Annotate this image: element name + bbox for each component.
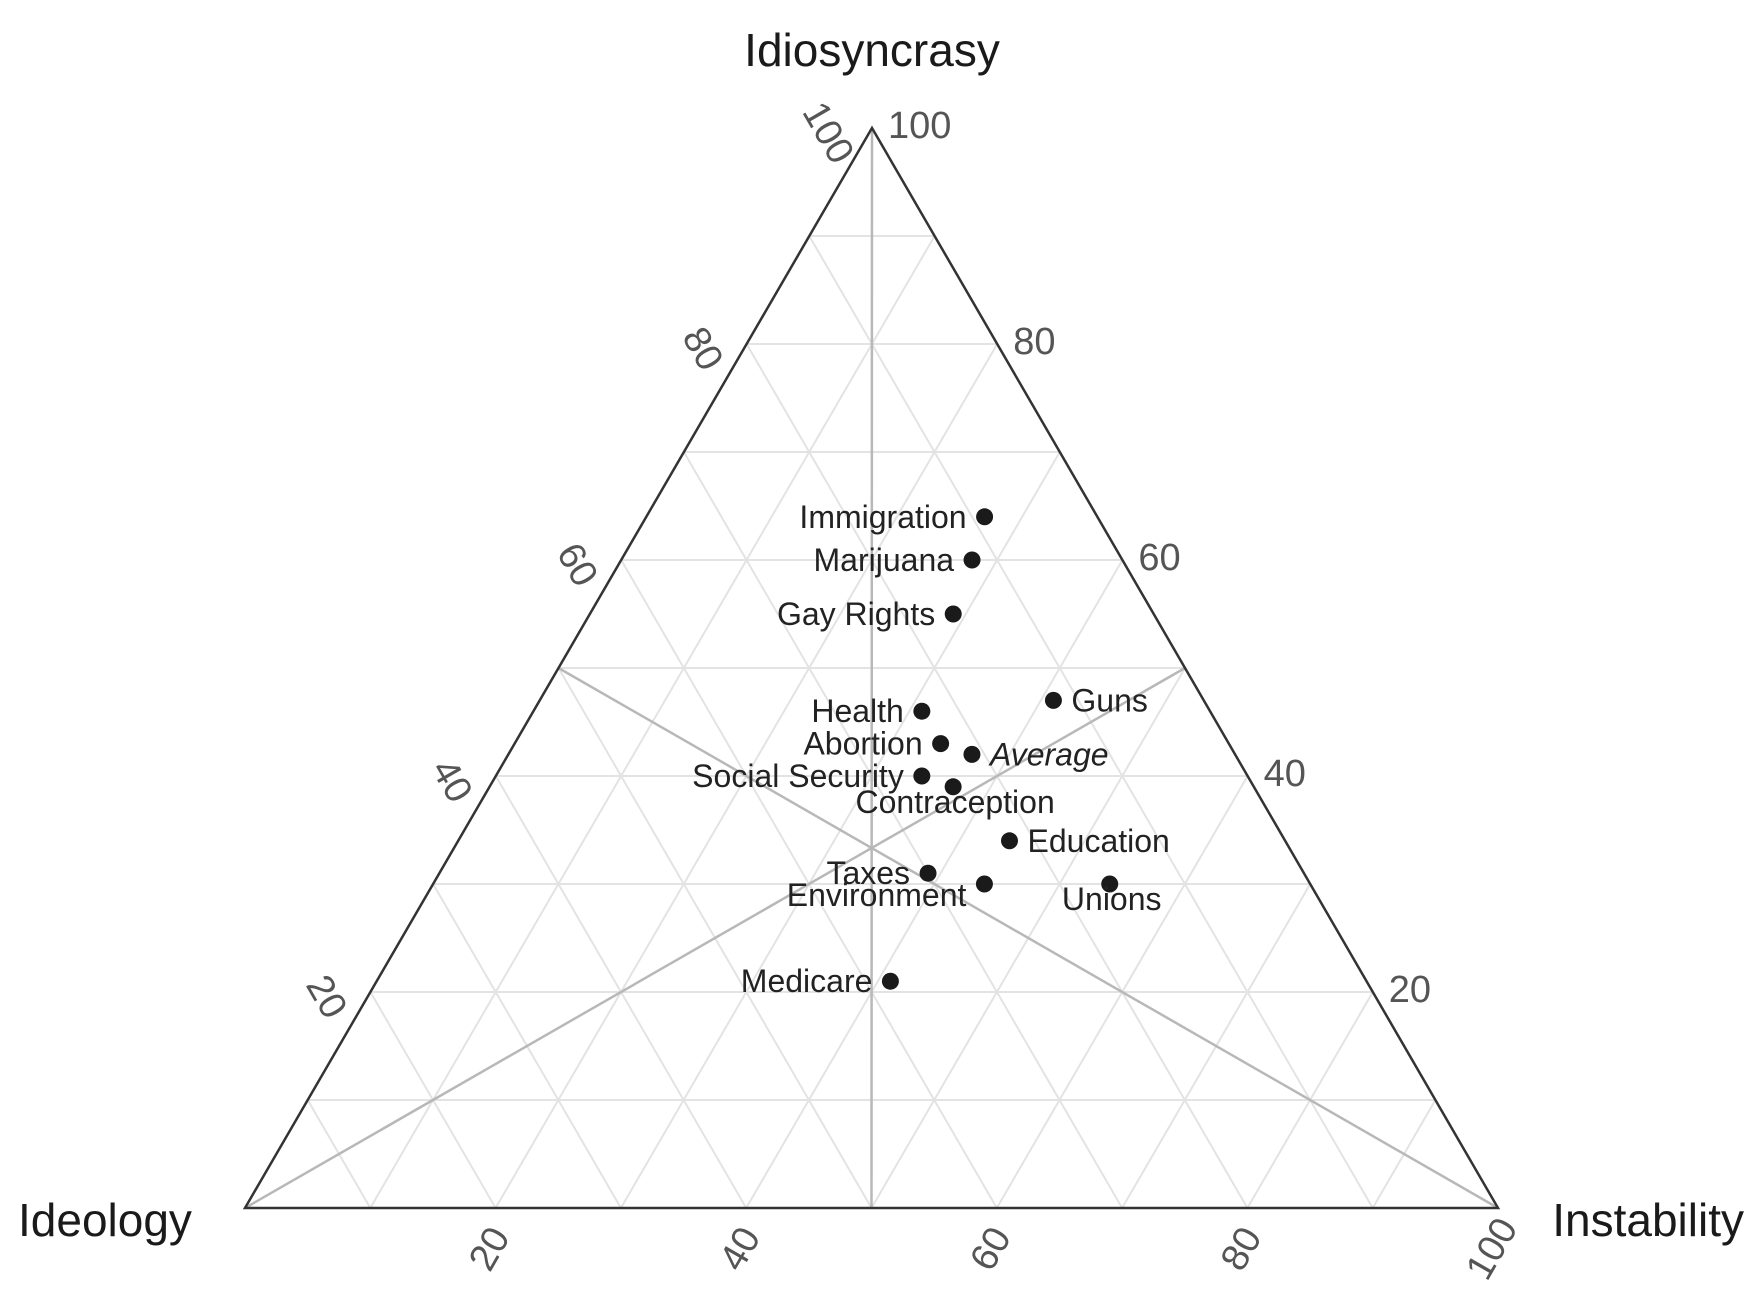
point-education [1001, 832, 1018, 850]
point-label-social-security: Social Security [692, 758, 904, 794]
point-label-average: Average [988, 736, 1109, 772]
tick-label-left: 60 [548, 536, 606, 594]
point-abortion [932, 735, 950, 753]
point-social-security [913, 767, 931, 785]
triangle-frame [242, 125, 1501, 1210]
point-label-marijuana: Marijuana [814, 542, 955, 578]
tick-label-left: 100 [794, 95, 862, 171]
point-label-taxes: Taxes [826, 855, 910, 891]
tick-label-left: 20 [297, 968, 355, 1026]
median-line [870, 127, 874, 1209]
point-label-medicare: Medicare [741, 963, 873, 999]
tick-label-bottom: 100 [1458, 1211, 1526, 1287]
median-line [557, 666, 1499, 1210]
point-guns [1044, 691, 1062, 709]
point-immigration [976, 508, 994, 526]
point-gay-rights [944, 605, 962, 623]
point-health [913, 702, 931, 720]
point-medicare [881, 972, 899, 990]
point-marijuana [963, 551, 981, 569]
point-label-contraception: Contraception [856, 784, 1055, 820]
point-average [963, 745, 981, 763]
point-environment [975, 875, 993, 893]
tick-label-left: 40 [423, 752, 481, 810]
median-line [244, 666, 1186, 1210]
point-label-unions: Unions [1062, 881, 1162, 917]
tick-label-right: 60 [1138, 537, 1180, 579]
point-unions [1101, 875, 1119, 893]
tick-label-right: 80 [1013, 321, 1055, 363]
tick-label-right: 20 [1389, 969, 1431, 1011]
median-lines [244, 127, 1499, 1210]
tick-label-right: 100 [888, 105, 951, 147]
vertex-label-idiosyncrasy: Idiosyncrasy [744, 24, 1000, 76]
point-label-health: Health [811, 693, 904, 729]
vertex-label-instability: Instability [1552, 1194, 1744, 1246]
tick-label-left: 80 [674, 320, 732, 378]
tick-label-bottom: 40 [712, 1220, 770, 1278]
tick-label-right: 40 [1264, 753, 1306, 795]
tick-label-bottom: 60 [962, 1220, 1020, 1278]
point-label-immigration: Immigration [799, 499, 966, 535]
tick-label-bottom: 20 [461, 1220, 519, 1278]
point-label-guns: Guns [1071, 682, 1147, 718]
point-label-environment: Environment [787, 877, 967, 913]
point-label-abortion: Abortion [803, 726, 922, 762]
point-taxes [919, 864, 937, 882]
point-label-education: Education [1028, 823, 1170, 859]
point-label-gay-rights: Gay Rights [777, 596, 935, 632]
tick-label-bottom: 80 [1213, 1220, 1271, 1278]
data-points: Immigration Marijuana Gay Rights Guns Health… [692, 499, 1170, 999]
point-contraception [944, 778, 962, 796]
vertex-label-ideology: Ideology [18, 1194, 192, 1246]
